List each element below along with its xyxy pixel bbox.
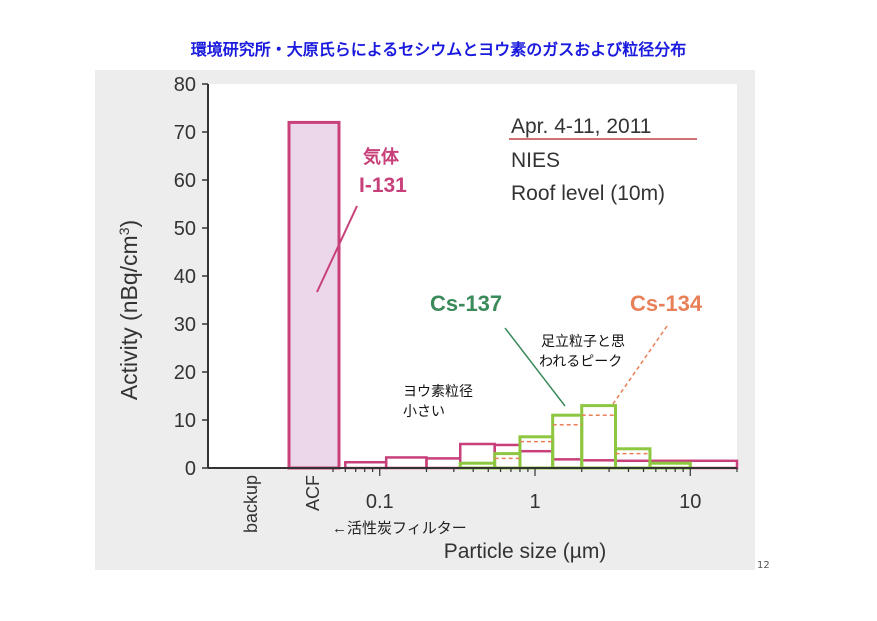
- acf-note: ←活性炭フィルター: [332, 520, 467, 537]
- y-tick-label: 30: [174, 314, 196, 336]
- iodine-small-note-line1: ヨウ素粒径: [403, 383, 473, 399]
- acf-bar: [287, 120, 341, 470]
- backup-tick-label: backup: [241, 475, 261, 533]
- y-axis-label: Activity (nBq/cm3): [116, 220, 142, 400]
- info-date: Apr. 4-11, 2011: [511, 115, 652, 138]
- adachi-peak-note-line1: 足立粒子と思: [541, 333, 625, 349]
- y-tick-label: 60: [174, 170, 196, 192]
- y-tick-label: 80: [174, 74, 196, 96]
- plot-area: [208, 84, 737, 468]
- axes-layer: 0 10 20 30 40 50 60 70 80 0.1 1 10: [174, 74, 738, 513]
- info-site: NIES: [511, 149, 560, 172]
- x-tick-label: 1: [529, 491, 540, 513]
- y-tick-label: 70: [174, 122, 196, 144]
- i131-jp-label: 気体: [363, 146, 400, 167]
- slide-title: 環境研究所・大原氏らによるセシウムとヨウ素のガスおよび粒径分布: [190, 40, 687, 59]
- x-tick-label: 10: [679, 491, 701, 513]
- chart-figure: 0 10 20 30 40 50 60 70 80 0.1 1 10 Activity (nBq/cm…: [95, 70, 755, 570]
- x-axis-label: Particle size (µm): [444, 540, 607, 563]
- cs134-pointer: [612, 325, 668, 405]
- y-tick-label: 40: [174, 266, 196, 288]
- y-tick-label: 10: [174, 410, 196, 432]
- cs137-label: Cs-137: [430, 291, 502, 316]
- y-tick-label: 50: [174, 218, 196, 240]
- page-number: 12: [757, 560, 770, 571]
- particle-size-chart: 0 10 20 30 40 50 60 70 80 0.1 1 10 Activity (nBq/cm…: [116, 74, 739, 563]
- y-tick-label: 20: [174, 362, 196, 384]
- grid-layer: [208, 84, 737, 468]
- info-level: Roof level (10m): [511, 182, 665, 205]
- iodine-small-note-line2: 小さい: [403, 403, 445, 419]
- x-tick-label: 0.1: [366, 491, 394, 513]
- cs137-pointer: [504, 327, 566, 407]
- acf-tick-label: ACF: [303, 475, 323, 511]
- adachi-peak-note-line2: われるピーク: [539, 353, 622, 369]
- cs134-label: Cs-134: [630, 291, 703, 316]
- y-tick-label: 0: [185, 458, 196, 480]
- i131-label: I-131: [359, 174, 407, 197]
- i131-pointer: [316, 205, 358, 293]
